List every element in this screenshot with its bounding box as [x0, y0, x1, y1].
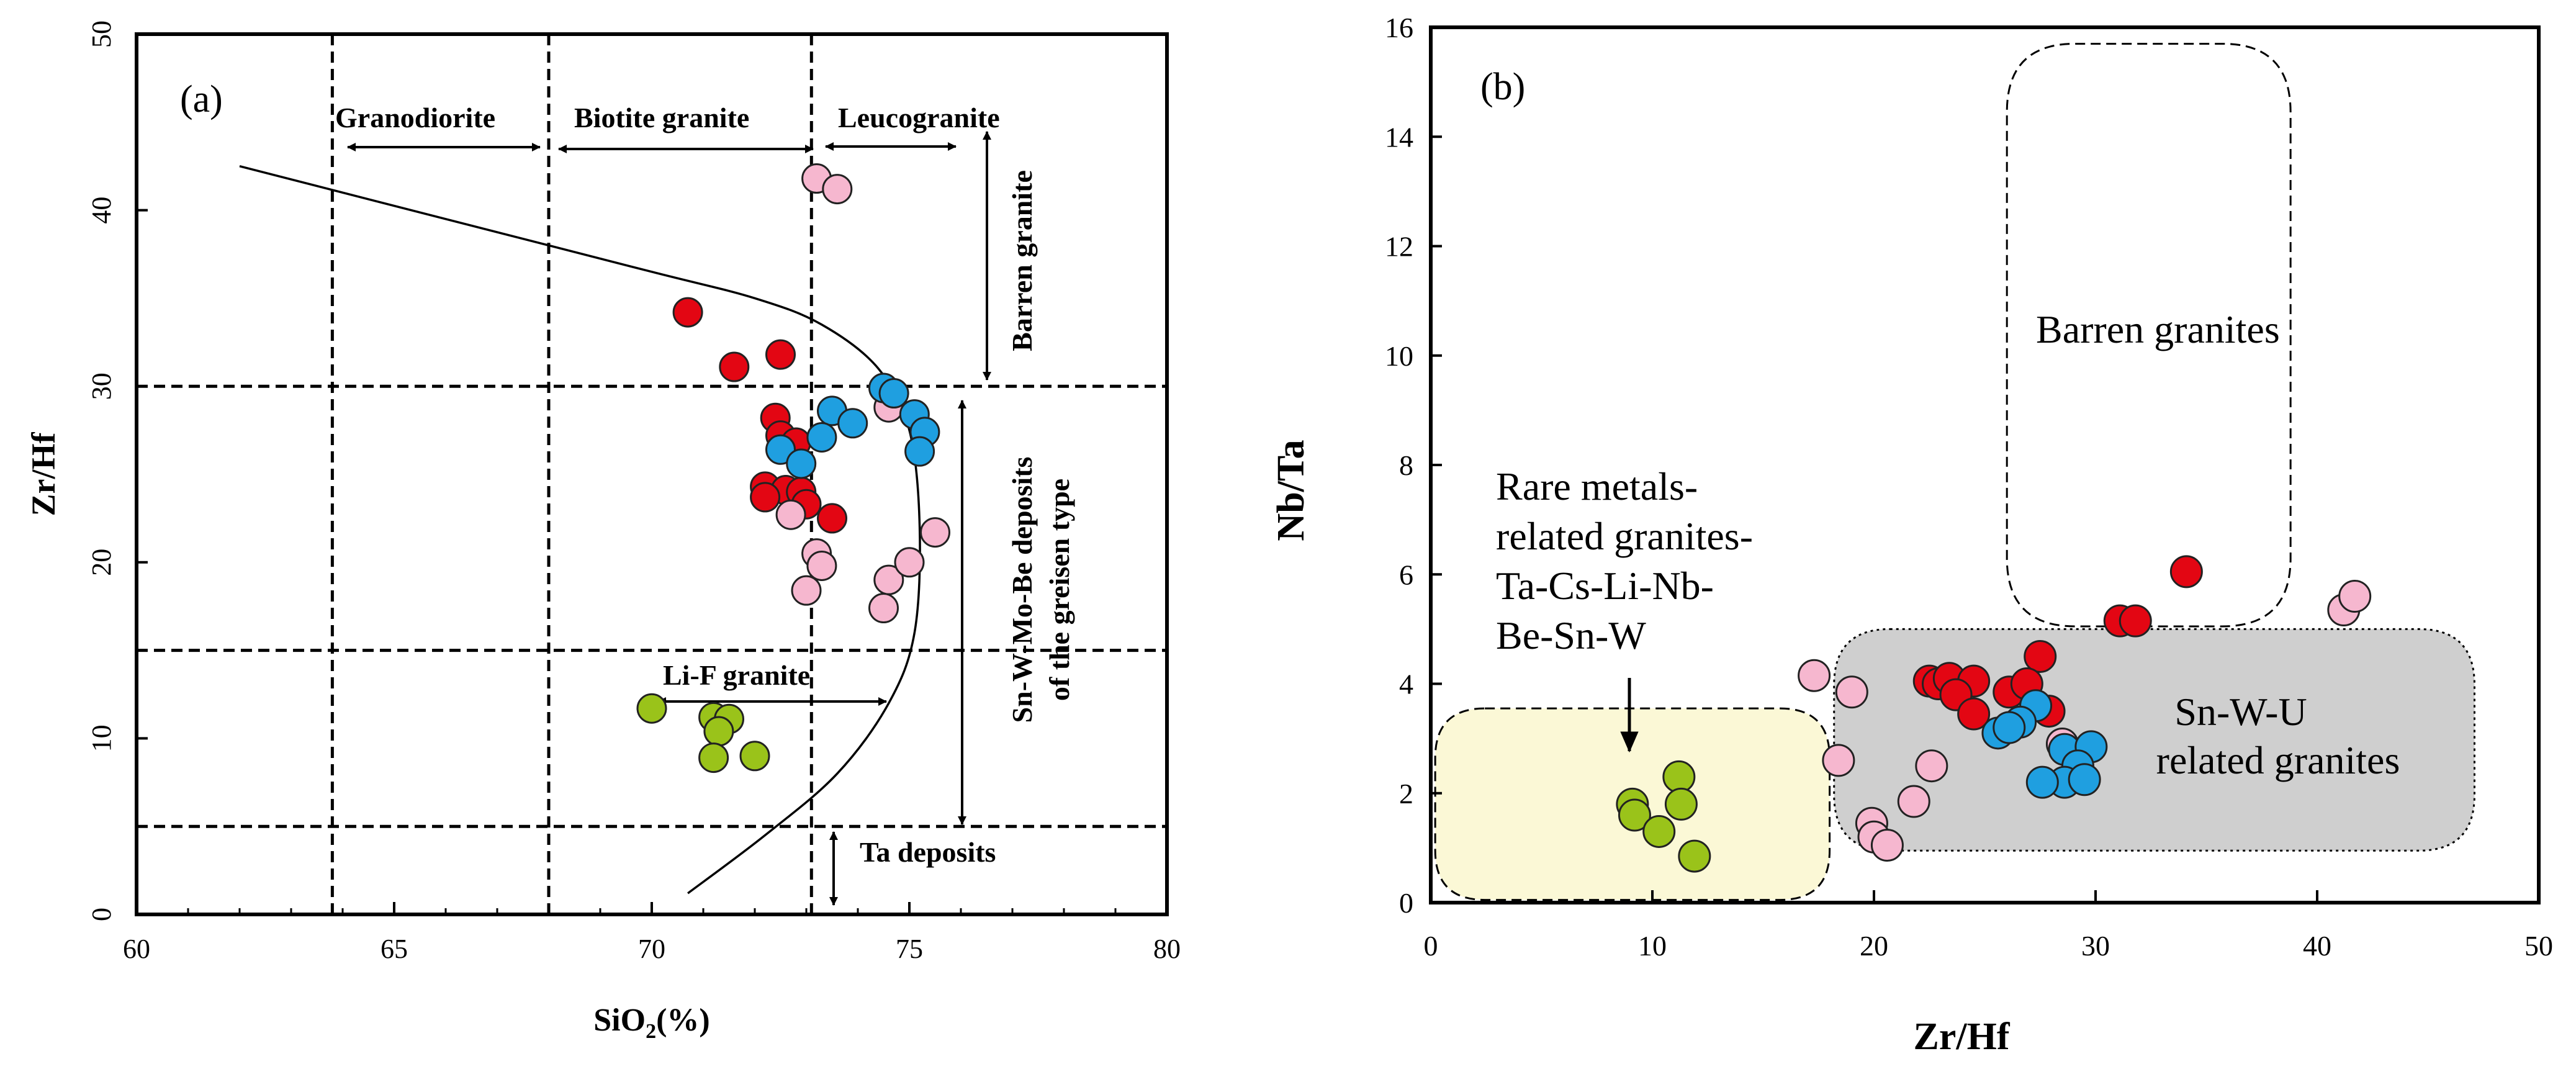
- panel-a-point-red: [765, 339, 796, 370]
- panel-a-y-axis-title: Zr/Hf: [25, 432, 62, 516]
- panel-a-point-blue: [786, 448, 817, 479]
- panel-a-point-pink: [775, 499, 806, 530]
- region-barren-granites: [2006, 42, 2292, 628]
- panel-b-point-red: [2024, 639, 2057, 673]
- label-leucogranite: Leucogranite: [838, 102, 1000, 133]
- label-rare-line2: related granites-: [1496, 514, 1753, 558]
- panel-b-x-axis-title: Zr/Hf: [1914, 1016, 2011, 1058]
- panel-b-y-tick-label: 8: [1399, 449, 1413, 481]
- panel-b-point-pink: [1822, 744, 1855, 777]
- panel-b-ticks: 0 10 20 30 40 50 0 2 4 6 8 10 12 14 16: [1385, 12, 2553, 962]
- panel-a-point-red: [672, 297, 703, 328]
- panel-a-point-pink: [920, 517, 950, 548]
- panel-a-reference-lines: [137, 34, 1167, 914]
- panel-b-point-pink: [2338, 580, 2372, 613]
- panel-a-point-green: [636, 693, 667, 724]
- label-granodiorite: Granodiorite: [335, 102, 495, 133]
- panel-b-x-tick-label: 40: [2303, 930, 2331, 962]
- panel-b-y-tick-label: 0: [1399, 887, 1413, 919]
- panel-b-x-tick-label: 50: [2524, 930, 2553, 962]
- panel-a-x-tick-label: 60: [123, 934, 150, 964]
- panel-a-y-tick-label: 40: [86, 197, 117, 224]
- panel-b-point-pink: [1835, 675, 1868, 709]
- panel-a-y-tick-label: 10: [86, 724, 117, 752]
- panel-a-x-tick-label: 75: [896, 934, 923, 964]
- panel-a-point-blue: [806, 422, 837, 453]
- panel-a-label: (a): [180, 78, 223, 120]
- panel-a-point-pink: [894, 547, 925, 578]
- label-sn-w-u-line2: related granites: [2156, 738, 2400, 782]
- panel-b-point-red: [2119, 604, 2152, 638]
- panel-b-point-red: [2169, 555, 2203, 589]
- label-barren-granites: Barren granites: [2036, 307, 2280, 351]
- panel-b-x-tick-label: 10: [1638, 930, 1667, 962]
- panel-b-x-tick-label: 0: [1424, 930, 1438, 962]
- panel-b-point-pink: [1897, 785, 1930, 818]
- panel-a-point-pink: [822, 174, 853, 205]
- label-rare-line3: Ta-Cs-Li-Nb-: [1496, 564, 1714, 608]
- panel-a-point-red: [719, 351, 750, 382]
- panel-b-x-tick-label: 20: [1860, 930, 1888, 962]
- panel-a-point-pink: [791, 575, 822, 606]
- panel-b-y-tick-label: 6: [1399, 559, 1413, 590]
- panel-b-y-tick-label: 2: [1399, 778, 1413, 810]
- panel-b-label: (b): [1480, 66, 1525, 108]
- panel-a-boundary-curve: [239, 165, 921, 895]
- region-sn-w-u-related-granites: [1833, 628, 2475, 852]
- label-sn-w-mo-be-line2: of the greisen type: [1043, 479, 1075, 701]
- panel-b-point-blue: [1993, 711, 2026, 744]
- label-rare-line4: Be-Sn-W: [1496, 613, 1646, 657]
- panel-a-y-tick-label: 20: [86, 549, 117, 576]
- panel-a-point-pink: [868, 593, 899, 624]
- label-li-f-granite: Li-F granite: [663, 659, 810, 691]
- panel-a-point-red: [750, 482, 781, 513]
- panel-a-point-blue: [878, 378, 909, 409]
- panel-b: Barren granites Rare metals- related gra…: [1270, 12, 2553, 1058]
- panel-b-y-tick-label: 14: [1385, 121, 1413, 153]
- panel-b-point-green: [1664, 787, 1698, 821]
- label-ta-deposits: Ta deposits: [860, 836, 996, 868]
- panel-b-x-tick-label: 30: [2081, 930, 2110, 962]
- panel-b-y-tick-label: 12: [1385, 231, 1413, 263]
- panel-b-point-pink: [1870, 828, 1904, 862]
- panel-b-point-pink: [1798, 659, 1831, 692]
- panel-a: Granodiorite Biotite granite Leucogranit…: [25, 20, 1181, 1043]
- panel-a-x-tick-label: 70: [638, 934, 665, 964]
- panel-b-y-tick-label: 16: [1385, 12, 1413, 43]
- panel-a-point-blue: [904, 436, 935, 467]
- panel-a-point-green: [703, 716, 734, 747]
- panel-b-point-green: [1618, 798, 1651, 832]
- panel-a-point-pink: [806, 550, 837, 581]
- panel-b-point-green: [1642, 814, 1676, 848]
- panel-b-y-tick-label: 4: [1399, 669, 1413, 700]
- panel-b-point-red: [1957, 697, 1991, 731]
- panel-b-point-green: [1678, 839, 1711, 873]
- panel-b-point-green: [1662, 760, 1696, 793]
- label-barren-granite: Barren granite: [1006, 170, 1038, 351]
- panel-a-x-tick-label: 80: [1153, 934, 1181, 964]
- label-sn-w-u-line1: Sn-W-U: [2174, 690, 2307, 734]
- panel-b-y-tick-label: 10: [1385, 340, 1413, 372]
- panel-b-points: [1616, 555, 2372, 873]
- label-biotite-granite: Biotite granite: [574, 102, 749, 133]
- label-sn-w-mo-be-line1: Sn-W-Mo-Be deposits: [1006, 457, 1038, 723]
- panel-a-point-blue: [837, 408, 868, 439]
- panel-a-y-tick-label: 0: [86, 908, 117, 921]
- panel-a-x-axis-title: SiO2(%): [593, 1003, 709, 1043]
- panel-a-points: [636, 163, 950, 774]
- panel-a-ticks: 60 65 70 75 80 0 10 20 30 40 50: [86, 20, 1181, 964]
- panel-b-point-pink: [1915, 749, 1948, 783]
- label-rare-line1: Rare metals-: [1496, 464, 1698, 508]
- panel-b-y-axis-title: Nb/Ta: [1270, 440, 1312, 541]
- panel-a-point-green: [698, 742, 729, 774]
- panel-a-x-tick-label: 65: [381, 934, 408, 964]
- panel-a-point-red: [817, 503, 847, 534]
- panel-b-point-blue: [2068, 763, 2101, 796]
- panel-b-point-blue: [2025, 765, 2059, 799]
- panel-a-y-tick-label: 30: [86, 372, 117, 400]
- panel-a-y-tick-label: 50: [86, 20, 117, 48]
- panel-a-point-green: [739, 741, 770, 772]
